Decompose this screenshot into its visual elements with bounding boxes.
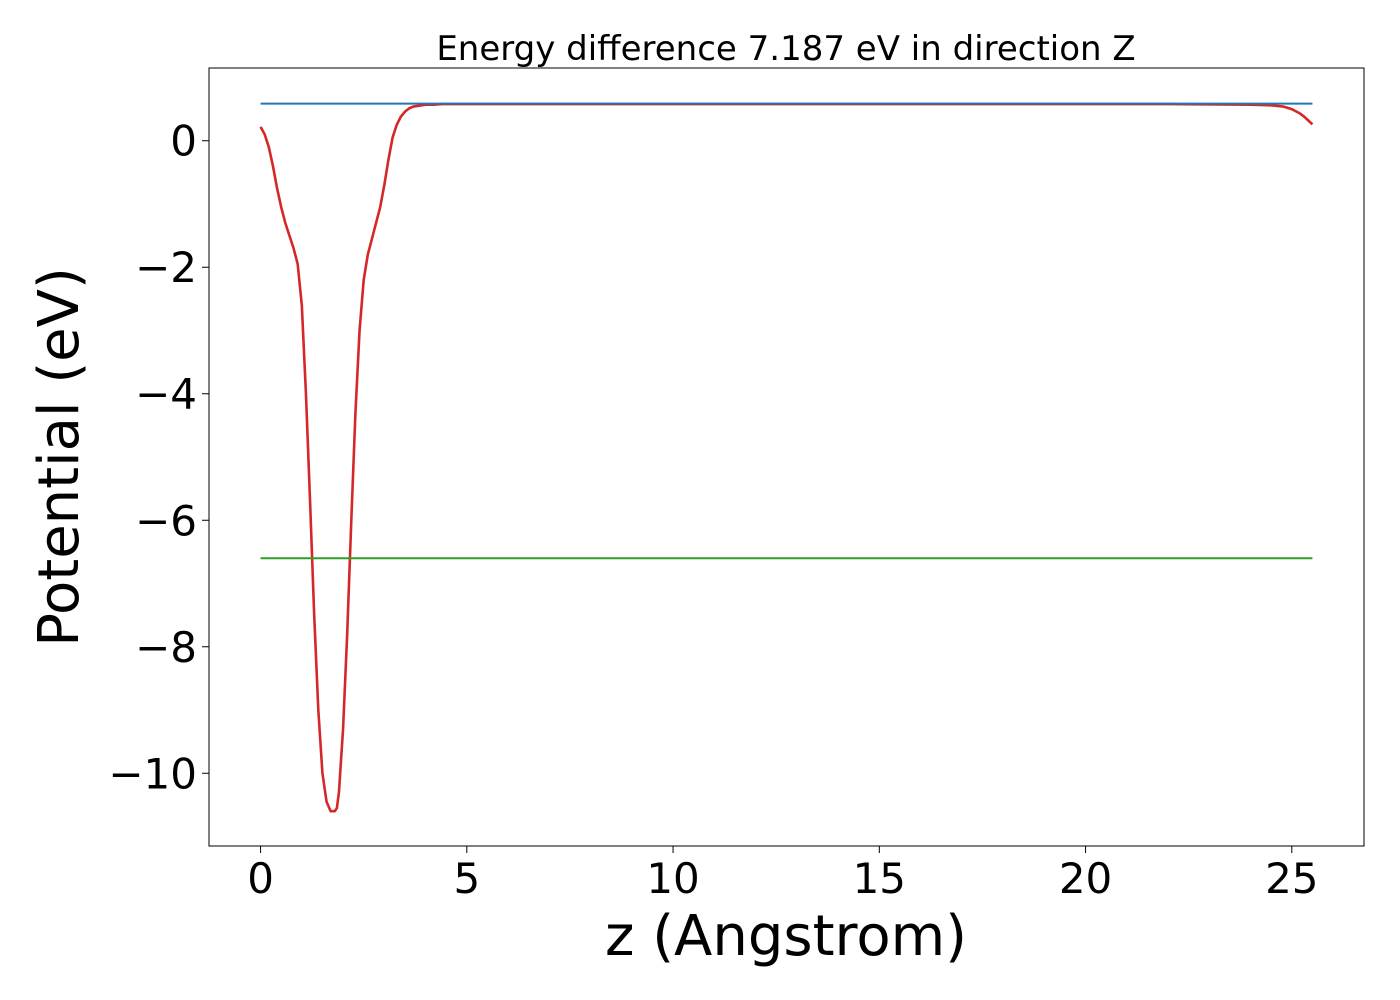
y-tick-label: −6 xyxy=(135,496,197,545)
x-tick-label: 15 xyxy=(853,854,906,903)
y-tick-label: 0 xyxy=(170,117,197,166)
x-tick-label: 0 xyxy=(247,854,274,903)
x-tick-label: 25 xyxy=(1265,854,1318,903)
x-axis-label: z (Angstrom) xyxy=(605,904,967,969)
x-axis: 0 5 10 15 20 25 xyxy=(247,846,1319,903)
y-tick-label: −2 xyxy=(135,243,197,292)
y-tick-label: −10 xyxy=(108,749,197,798)
y-axis: 0 −2 −4 −6 −8 −10 xyxy=(108,117,209,798)
y-tick-label: −4 xyxy=(135,370,197,419)
plot-area xyxy=(259,102,1314,813)
y-axis-label: Potential (eV) xyxy=(27,267,92,647)
x-tick-label: 20 xyxy=(1059,854,1112,903)
potential-curve xyxy=(259,102,1314,813)
y-tick-label: −8 xyxy=(135,623,197,672)
x-tick-label: 5 xyxy=(453,854,480,903)
chart-title: Energy difference 7.187 eV in direction … xyxy=(436,29,1135,69)
x-tick-label: 10 xyxy=(646,854,699,903)
axes-frame xyxy=(208,67,1365,847)
